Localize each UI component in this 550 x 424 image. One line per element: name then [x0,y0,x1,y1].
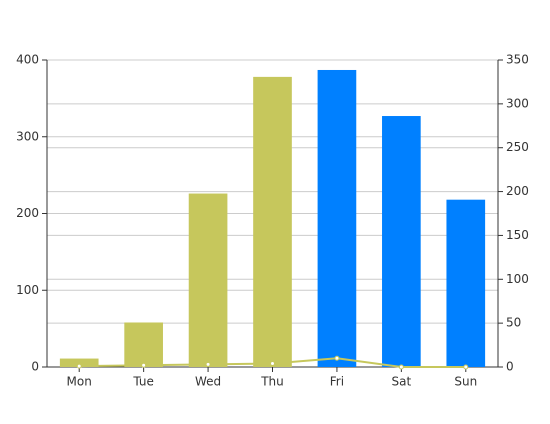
x-tick-label: Thu [260,375,284,389]
line-point [398,364,404,370]
line-point [76,363,82,369]
bar [59,358,99,367]
bar [188,193,228,367]
bar [446,199,486,367]
x-tick-label: Fri [330,375,344,389]
x-tick-label: Wed [195,375,221,389]
bar [124,322,163,367]
y-tick-label: 400 [16,53,39,67]
y2-tick-label: 250 [506,140,529,154]
x-tick-label: Mon [67,375,92,389]
bar [317,69,357,367]
y2-tick-label: 200 [506,184,529,198]
x-tick-label: Sun [454,375,477,389]
y2-tick-label: 300 [506,96,529,110]
y2-tick-label: 350 [506,53,529,67]
y-tick-label: 100 [16,283,39,297]
y-tick-label: 300 [16,129,39,143]
y2-tick-label: 50 [506,316,521,330]
line-point [334,355,340,361]
x-tick-label: Sat [392,375,412,389]
y2-tick-label: 150 [506,228,529,242]
y2-tick-label: 0 [506,360,514,374]
y2-tick-label: 100 [506,272,529,286]
line-point [270,360,275,366]
line-point [205,361,211,367]
x-tick-label: Tue [132,375,154,389]
line-point [463,364,469,370]
y-tick-label: 200 [16,206,39,220]
bar [253,76,292,367]
line-point [141,362,147,368]
y-tick-label: 0 [31,360,39,374]
bar [382,116,421,367]
